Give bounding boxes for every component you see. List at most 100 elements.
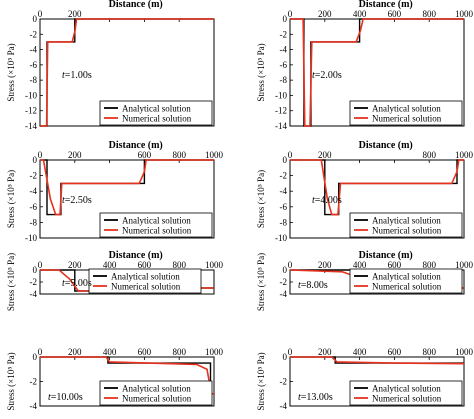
y-tick-label: -2 — [280, 29, 288, 39]
x-tick-label: 400 — [103, 260, 117, 270]
y-tick-label: 0 — [283, 155, 288, 165]
x-tick-label: 600 — [138, 260, 152, 270]
y-tick-label: -8 — [280, 75, 288, 85]
y-tick-label: 0 — [283, 265, 288, 275]
x-tick-label: 1000 — [205, 150, 224, 160]
x-tick-label: 400 — [353, 260, 367, 270]
x-axis-title: Distance (m) — [109, 250, 163, 261]
legend-box — [349, 212, 463, 238]
x-axis-title: Distance (m) — [359, 0, 413, 10]
x-tick-label: 600 — [388, 260, 402, 270]
x-tick-label: 400 — [353, 9, 367, 19]
y-tick-label: -12 — [275, 106, 287, 116]
chart-panel-3: 0 200 600 800 1000 0 -2 -4 -6 -8 -10 Distance (m) St… — [6, 140, 224, 243]
legend-label: Numerical solution — [111, 282, 181, 292]
legend-label: Analytical solution — [111, 272, 180, 282]
y-tick-label: 0 — [33, 352, 38, 362]
x-tick-label: 200 — [68, 9, 82, 19]
legend-label: Numerical solution — [372, 226, 442, 236]
plot-frame — [289, 159, 465, 239]
y-axis-title: Stress (×10⁵ Pa) — [256, 352, 266, 410]
x-tick-label: 200 — [68, 150, 82, 160]
y-tick-label: -4 — [280, 45, 288, 55]
x-tick-label: 600 — [138, 150, 152, 160]
y-tick-label: 0 — [33, 14, 38, 24]
time-label: t=5.00s — [62, 278, 92, 289]
y-tick-label: -2 — [280, 277, 288, 287]
plot-frame — [39, 159, 215, 239]
legend-label: Numerical solution — [122, 226, 192, 236]
legend-box — [99, 380, 213, 406]
legend-label: Numerical solution — [372, 394, 442, 404]
y-tick-label: -4 — [280, 186, 288, 196]
legend-box — [99, 212, 213, 238]
x-tick-label: 800 — [172, 347, 186, 357]
y-tick-label: -4 — [30, 289, 38, 299]
legend-label: Numerical solution — [122, 114, 192, 124]
legend-box — [349, 100, 463, 126]
y-tick-label: 0 — [33, 155, 38, 165]
x-tick-label: 0 — [288, 9, 293, 19]
time-label: t=2.00s — [312, 70, 342, 81]
legend-label: Analytical solution — [372, 216, 441, 226]
legend-box — [88, 268, 202, 294]
x-tick-label: 0 — [38, 347, 43, 357]
time-label: t=1.00s — [62, 70, 92, 81]
y-tick-label: -10 — [25, 90, 37, 100]
y-tick-label: -2 — [30, 171, 38, 181]
time-label: t=8.00s — [298, 280, 328, 291]
y-tick-label: -4 — [30, 186, 38, 196]
y-tick-label: -8 — [30, 217, 38, 227]
x-tick-label: 1000 — [205, 260, 224, 270]
y-tick-label: 0 — [33, 265, 38, 275]
x-tick-label: 600 — [388, 347, 402, 357]
chart-panel-7: 0 200 400 600 800 1000 0 -2 -4 Stress (×10⁵ Pa) An… — [6, 347, 224, 411]
time-label: t=2.50s — [62, 195, 92, 206]
y-tick-label: -2 — [280, 377, 288, 387]
y-tick-label: 0 — [283, 352, 288, 362]
y-tick-label: 0 — [283, 14, 288, 24]
legend-box — [349, 268, 463, 294]
x-tick-label: 1000 — [455, 347, 474, 357]
x-tick-label: 800 — [422, 150, 436, 160]
x-tick-label: 1000 — [205, 347, 224, 357]
y-tick-label: -2 — [30, 29, 38, 39]
x-tick-label: 800 — [422, 9, 436, 19]
y-tick-label: -2 — [30, 277, 38, 287]
x-axis-title: Distance (m) — [359, 250, 413, 261]
x-axis-title: Distance (m) — [109, 140, 163, 151]
x-tick-label: 800 — [422, 347, 436, 357]
x-tick-label: 600 — [388, 9, 402, 19]
legend-label: Analytical solution — [372, 272, 441, 282]
y-tick-label: -6 — [30, 202, 38, 212]
analytical-series-line — [40, 159, 214, 216]
x-tick-label: 0 — [38, 150, 43, 160]
y-tick-label: -14 — [275, 121, 287, 131]
legend-box — [99, 100, 213, 126]
x-tick-label: 0 — [288, 260, 293, 270]
x-tick-label: 200 — [318, 9, 332, 19]
y-tick-label: -4 — [30, 401, 38, 411]
x-tick-label: 0 — [288, 150, 293, 160]
x-tick-label: 200 — [318, 260, 332, 270]
numerical-series-line — [290, 18, 464, 127]
y-tick-label: -14 — [25, 121, 37, 131]
x-tick-label: 0 — [38, 260, 43, 270]
time-label: t=4.00s — [312, 195, 342, 206]
time-label: t=10.00s — [48, 392, 83, 403]
x-tick-label: 0 — [38, 9, 43, 19]
y-axis-title: Stress (×10⁵ Pa) — [6, 253, 16, 311]
x-tick-label: 1000 — [455, 9, 474, 19]
legend-box — [349, 380, 463, 406]
legend-label: Numerical solution — [372, 282, 442, 292]
y-tick-label: -10 — [275, 90, 287, 100]
x-axis-title: Distance (m) — [109, 0, 163, 10]
